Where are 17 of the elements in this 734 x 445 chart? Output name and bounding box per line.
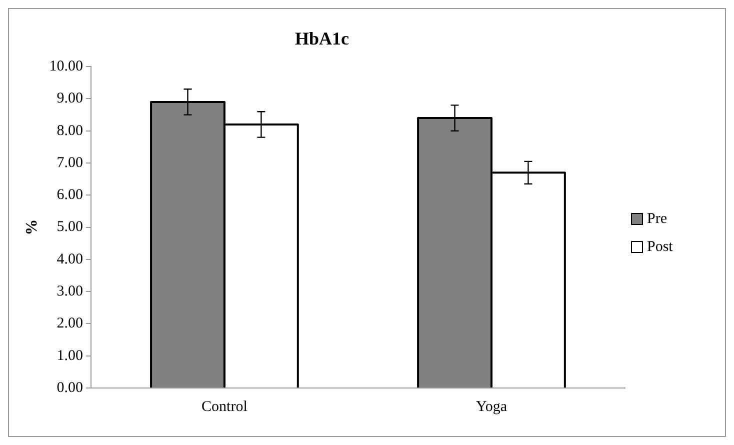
y-tick-label: 10.00	[49, 58, 83, 75]
y-tick-label: 6.00	[56, 187, 83, 204]
y-tick-label: 4.00	[56, 251, 83, 268]
legend-label: Pre	[647, 210, 667, 228]
y-tick-label: 0.00	[56, 380, 83, 396]
y-axis-title: %	[24, 219, 41, 236]
y-tick-label: 3.00	[56, 284, 83, 300]
text: Post	[647, 238, 673, 256]
x-tick-label: Yoga	[476, 398, 508, 415]
y-tick-label: 1.00	[56, 348, 83, 364]
y-tick-label: 8.00	[56, 122, 83, 139]
chart-title: HbA1c	[295, 28, 350, 48]
y-tick-label: 9.00	[56, 90, 83, 107]
y-tick-label: 2.00	[56, 316, 83, 332]
y-tick-label: 5.00	[56, 219, 83, 236]
x-tick-label: Control	[202, 398, 248, 415]
y-tick-label: 7.00	[56, 154, 83, 171]
